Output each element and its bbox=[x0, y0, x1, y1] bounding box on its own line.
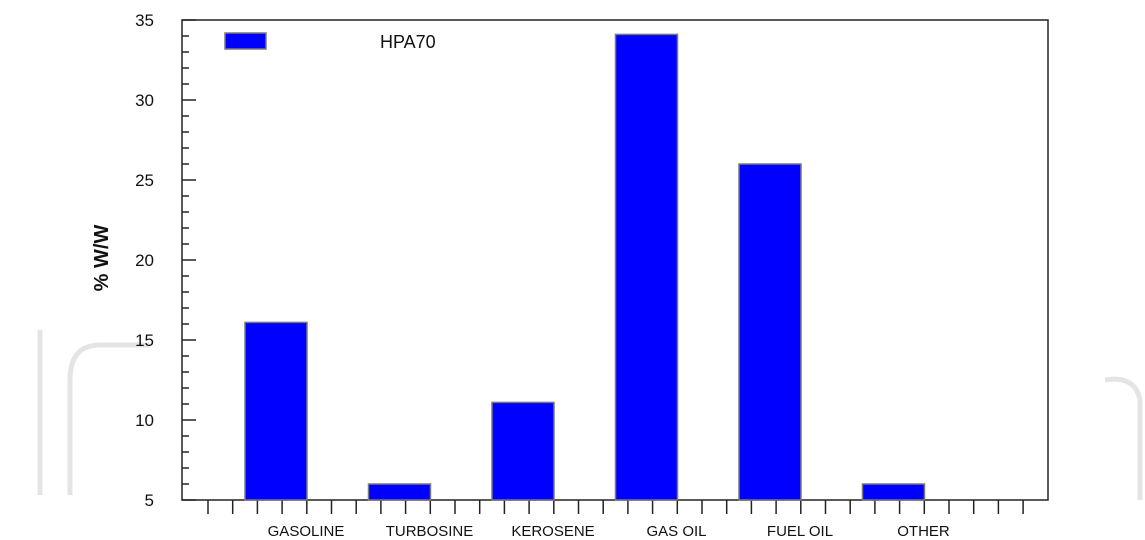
y-tick-label: 35 bbox=[135, 11, 154, 30]
legend: HPA70 bbox=[224, 32, 436, 52]
bars bbox=[244, 33, 926, 501]
y-tick-label: 20 bbox=[135, 251, 154, 270]
bar-gas-oil bbox=[614, 33, 679, 501]
x-category-label: GASOLINE bbox=[268, 523, 345, 540]
y-tick-label: 10 bbox=[135, 411, 154, 430]
bar-gasoline bbox=[244, 321, 308, 501]
y-tick-label: 15 bbox=[135, 331, 154, 350]
x-category-label: KEROSENE bbox=[511, 523, 594, 540]
legend-swatch bbox=[224, 32, 267, 50]
bar-kerosene bbox=[491, 401, 555, 501]
y-tick-label: 30 bbox=[135, 91, 154, 110]
y-axis-ticks bbox=[182, 19, 196, 501]
x-category-label: GAS OIL bbox=[646, 523, 706, 540]
y-tick-label: 5 bbox=[145, 491, 154, 510]
x-category-label: OTHER bbox=[897, 523, 950, 540]
watermark-graphic bbox=[37, 330, 1143, 500]
bar-other bbox=[861, 483, 926, 501]
y-tick-label: 25 bbox=[135, 171, 154, 190]
x-category-label: TURBOSINE bbox=[386, 523, 474, 540]
x-axis-ticks bbox=[207, 500, 1024, 514]
x-category-labels: GASOLINE TURBOSINE KEROSENE GAS OIL FUEL OIL… bbox=[268, 523, 950, 540]
legend-label: HPA70 bbox=[380, 32, 436, 52]
x-category-label: FUEL OIL bbox=[767, 523, 833, 540]
y-axis-title: % W/W bbox=[91, 225, 113, 292]
bar-turbosine bbox=[367, 483, 432, 501]
bar-fuel-oil bbox=[738, 163, 802, 501]
y-tick-labels: 5 10 15 20 25 30 35 bbox=[135, 11, 154, 510]
